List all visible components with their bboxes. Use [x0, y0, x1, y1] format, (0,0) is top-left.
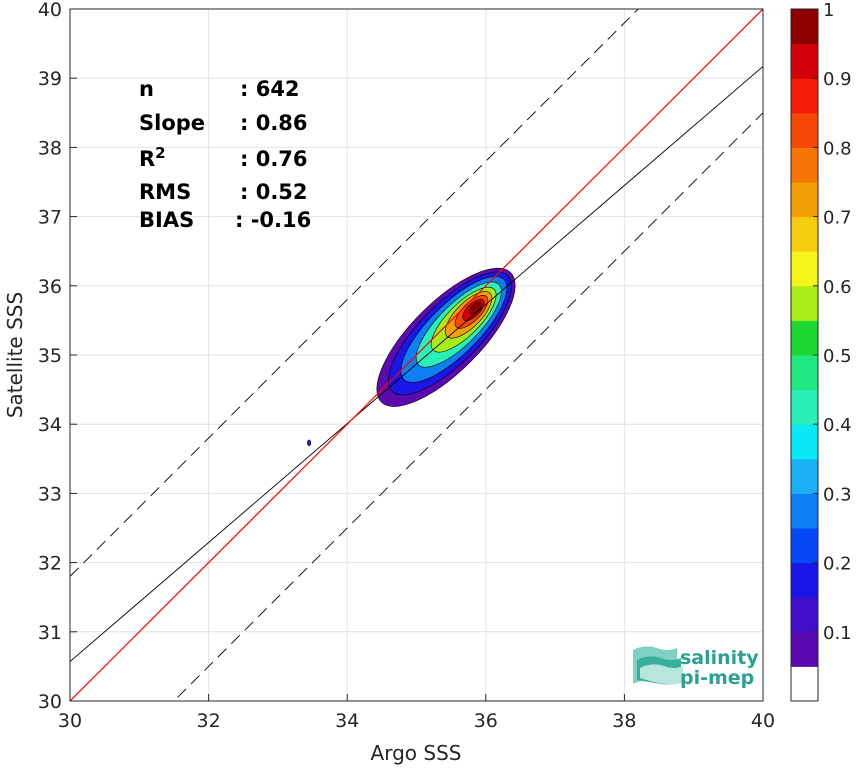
- stat-value: : -0.16: [235, 208, 311, 232]
- colorbar-cell: [791, 389, 818, 425]
- regression-lines: [70, 9, 763, 701]
- stat-value: : 0.76: [240, 147, 308, 171]
- axes: 30 32 34 36 38 40 30 31 32 33 34 35 36 37 38 39 40: [38, 0, 775, 732]
- y-tick-label: 37: [38, 207, 62, 229]
- y-axis-label: Satellite SSS: [3, 292, 27, 418]
- stat-value: : 0.52: [240, 180, 308, 204]
- y-tick-label: 34: [38, 414, 62, 436]
- x-tick-label: 34: [335, 710, 359, 732]
- colorbar-cell: [791, 424, 818, 460]
- y-tick-label: 31: [38, 622, 62, 644]
- stat-value: : 0.86: [240, 111, 308, 135]
- colorbar-tick-label: 0.9: [823, 69, 852, 90]
- logo-line1: salinity: [680, 647, 759, 669]
- colorbar-tick-label: 0.4: [823, 415, 852, 436]
- colorbar-cell: [791, 285, 818, 321]
- stat-label: BIAS: [139, 208, 194, 232]
- colorbar-cell: [791, 216, 818, 252]
- y-tick-label: 36: [38, 276, 62, 298]
- salinity-pi-mep-logo: salinity pi-mep: [633, 646, 759, 689]
- x-tick-label: 30: [58, 710, 82, 732]
- fit-line: [70, 66, 763, 662]
- stat-value: : 642: [240, 77, 300, 101]
- y-tick-label: 33: [38, 483, 62, 505]
- colorbar-tick-label: 0.5: [823, 346, 852, 367]
- wave-icon: [633, 646, 683, 685]
- stat-label: n: [139, 77, 154, 101]
- stat-label: Slope: [139, 111, 205, 135]
- outlier-point: [307, 439, 312, 447]
- colorbar-tick-label: 0.2: [823, 554, 852, 575]
- colorbar-cell: [791, 78, 818, 114]
- colorbar-cell: [791, 666, 818, 702]
- x-tick-label: 36: [474, 710, 498, 732]
- x-tick-label: 32: [197, 710, 221, 732]
- colorbar-cell: [791, 528, 818, 564]
- lower-rms-line: [173, 112, 763, 701]
- colorbar-cell: [791, 112, 818, 148]
- colorbar-cell: [791, 597, 818, 633]
- colorbar-cell: [791, 493, 818, 529]
- density-contours: [307, 267, 516, 447]
- y-tick-label: 35: [38, 345, 62, 367]
- colorbar-tick-label: 0.8: [823, 138, 852, 159]
- colorbar-cell: [791, 631, 818, 667]
- colorbar-cell: [791, 147, 818, 183]
- stat-label: RMS: [139, 180, 191, 204]
- y-tick-label: 39: [38, 68, 62, 90]
- y-tick-label: 30: [38, 691, 62, 713]
- x-tick-label: 38: [612, 710, 636, 732]
- colorbar-tick-label: 1: [823, 0, 834, 21]
- colorbar-cell: [791, 562, 818, 598]
- colorbar-cell: [791, 458, 818, 494]
- upper-rms-line: [70, 9, 639, 577]
- colorbar-tick-label: 0.3: [823, 484, 852, 505]
- colorbar-cell: [791, 182, 818, 218]
- x-axis-label: Argo SSS: [371, 741, 462, 765]
- colorbar-cell: [791, 9, 818, 45]
- colorbar-tick-label: 0.1: [823, 623, 852, 644]
- one-to-one-line: [70, 9, 763, 701]
- x-tick-label: 40: [751, 710, 775, 732]
- y-tick-label: 38: [38, 137, 62, 159]
- colorbar-tick-label: 0.7: [823, 208, 852, 229]
- colorbar-cell: [791, 320, 818, 356]
- y-tick-label: 40: [38, 0, 62, 21]
- colorbar-cell: [791, 251, 818, 287]
- y-tick-label: 32: [38, 553, 62, 575]
- logo-line2: pi-mep: [680, 667, 754, 689]
- colorbar-tick-label: 0.6: [823, 277, 852, 298]
- colorbar: 0.1 0.2 0.3 0.4 0.5 0.6 0.7 0.8 0.9 1: [790, 0, 852, 702]
- colorbar-cell: [791, 43, 818, 79]
- stat-superscript: 2: [155, 144, 165, 162]
- colorbar-cell: [791, 355, 818, 391]
